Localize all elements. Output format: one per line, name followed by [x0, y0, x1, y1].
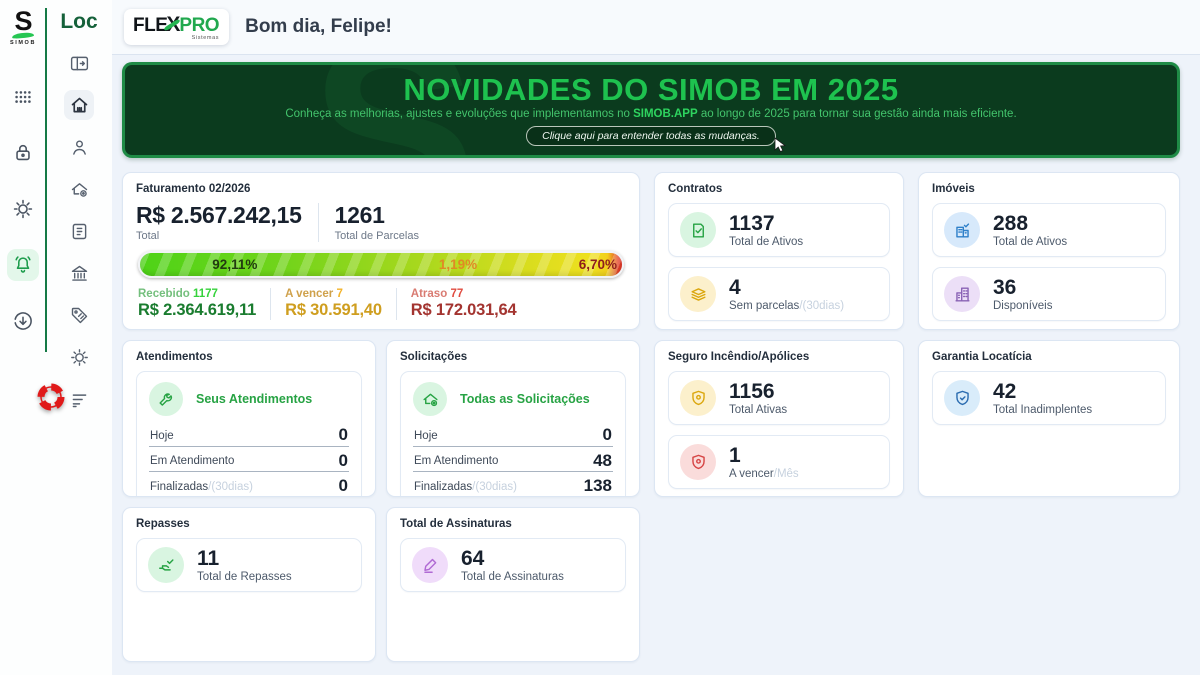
- assinaturas-tile[interactable]: 64 Total de Assinaturas: [400, 538, 626, 593]
- atendimentos-row-finalizadas: Finalizadas/(30dias) 0: [149, 475, 349, 496]
- primary-sidebar: S SIMOB: [0, 0, 47, 675]
- hand-check-icon: [148, 547, 184, 584]
- shield-lock-icon: [944, 380, 980, 417]
- imoveis-card: Imóveis 288 Total de Ativos 36 Disponíveis: [918, 172, 1180, 330]
- assinaturas-card: Total de Assinaturas 64 Total de Assinatu…: [386, 507, 640, 662]
- repasses-tile[interactable]: 11 Total de Repasses: [136, 538, 362, 593]
- flexpro-logo-sub: Sistemas: [191, 35, 220, 42]
- apps-grid-icon[interactable]: [7, 81, 39, 113]
- progress-late-pct: 6,70%: [578, 256, 617, 272]
- home-gear-icon: [413, 382, 447, 416]
- imoveis-disponiveis-tile[interactable]: 36 Disponíveis: [932, 267, 1166, 322]
- banner-title: NOVIDADES DO SIMOB EM 2025: [403, 72, 899, 107]
- wrench-icon: [149, 382, 183, 416]
- faturamento-total-value: R$ 2.567.242,15: [136, 202, 302, 228]
- shield-alert-icon: [680, 444, 716, 481]
- signature-pen-icon: [412, 547, 448, 584]
- seguro-ativas-tile[interactable]: 1156 Total Ativas: [668, 371, 890, 426]
- flexpro-logo-x: X: [166, 13, 181, 37]
- banknote-stack-icon: [680, 276, 716, 313]
- atendimentos-card: Atendimentos Seus Atendimentos Hoje 0: [122, 340, 376, 497]
- lock-icon[interactable]: [7, 137, 39, 169]
- module-title: Loc: [60, 10, 98, 33]
- settings-gear-icon[interactable]: [7, 193, 39, 225]
- contratos-sem-parcelas-tile[interactable]: 4 Sem parcelas/(30dias): [668, 267, 890, 322]
- panel-collapse-icon[interactable]: [64, 48, 94, 78]
- garantia-card: Garantia Locatícia 42 Total Inadimplentes: [918, 340, 1180, 497]
- greeting-text: Bom dia, Felipe!: [245, 16, 392, 37]
- solicitacoes-row-em-atendimento: Em Atendimento 48: [413, 450, 613, 473]
- seguro-title: Seguro Incêndio/Apólices: [668, 351, 810, 363]
- shield-icon: [680, 380, 716, 417]
- garantia-title: Garantia Locatícia: [932, 351, 1032, 363]
- tag-icon[interactable]: [64, 300, 94, 330]
- simob-logo-name: SIMOB: [9, 40, 37, 46]
- support-lifebuoy-icon[interactable]: [36, 382, 66, 412]
- stat-a-vencer: A vencer 7 R$ 30.591,40: [270, 288, 396, 321]
- news-banner[interactable]: S NOVIDADES DO SIMOB EM 2025 Conheça as …: [122, 62, 1180, 158]
- contratos-title: Contratos: [668, 183, 723, 195]
- progress-due-pct: 1,19%: [438, 256, 478, 272]
- flexpro-logo-fle: FLE: [133, 15, 168, 37]
- atendimentos-row-em-atendimento: Em Atendimento 0: [149, 450, 349, 473]
- banner-subtitle: Conheça as melhorias, ajustes e evoluçõe…: [285, 108, 1017, 120]
- module-settings-icon[interactable]: [64, 342, 94, 372]
- atendimentos-row-hoje: Hoje 0: [149, 424, 349, 447]
- repasses-title: Repasses: [136, 518, 190, 530]
- cards-grid: Faturamento 02/2026 R$ 2.567.242,15 Tota…: [122, 172, 1180, 662]
- seus-atendimentos-link[interactable]: Seus Atendimentos: [149, 382, 349, 416]
- person-icon[interactable]: [64, 132, 94, 162]
- faturamento-card: Faturamento 02/2026 R$ 2.567.242,15 Tota…: [122, 172, 640, 330]
- home-gear-icon[interactable]: [64, 174, 94, 204]
- progress-received-pct: 92,11%: [212, 256, 258, 272]
- solicitacoes-row-finalizadas: Finalizadas/(30dias) 138: [413, 475, 613, 496]
- simob-logo-letter: S: [14, 6, 32, 36]
- assinaturas-title: Total de Assinaturas: [400, 518, 512, 530]
- building-check-icon: [944, 212, 980, 249]
- top-header: FLE X PRO Sistemas Bom dia, Felipe!: [112, 0, 1200, 55]
- solicitacoes-card: Solicitações Todas as Solicitações Hoje …: [386, 340, 640, 497]
- notifications-bell-icon[interactable]: [7, 248, 39, 281]
- building-icon: [944, 276, 980, 313]
- module-sidebar: Loc: [46, 0, 112, 675]
- faturamento-total-label: Total: [136, 230, 160, 243]
- imoveis-ativos-tile[interactable]: 288 Total de Ativos: [932, 203, 1166, 258]
- seguro-card: Seguro Incêndio/Apólices 1156 Total Ativa…: [654, 340, 904, 497]
- faturamento-parcelas-label: Total de Parcelas: [334, 230, 419, 243]
- garantia-inadimplentes-tile[interactable]: 42 Total Inadimplentes: [932, 371, 1166, 426]
- banner-cta-button[interactable]: Clique aqui para entender todas as mudan…: [526, 126, 776, 146]
- contratos-card: Contratos 1137 Total de Ativos 4 Sem parce…: [654, 172, 904, 330]
- ledger-icon[interactable]: [64, 216, 94, 246]
- cursor-arrow-icon: [774, 137, 786, 153]
- solicitacoes-title: Solicitações: [400, 351, 468, 363]
- solicitacoes-row-hoje: Hoje 0: [413, 424, 613, 447]
- faturamento-parcelas-value: 1261: [334, 202, 385, 228]
- repasses-card: Repasses 11 Total de Repasses: [122, 507, 376, 662]
- bank-icon[interactable]: [64, 258, 94, 288]
- download-icon[interactable]: [7, 305, 39, 337]
- billing-progress-bar[interactable]: 92,11% 1,19% 6,70%: [138, 251, 624, 279]
- dashboard-content: S NOVIDADES DO SIMOB EM 2025 Conheça as …: [112, 55, 1200, 675]
- stat-recebido: Recebido 1177 R$ 2.364.619,11: [138, 288, 257, 320]
- atendimentos-title: Atendimentos: [136, 351, 213, 363]
- home-icon[interactable]: [64, 90, 94, 120]
- faturamento-title: Faturamento 02/2026: [136, 183, 251, 195]
- stat-atraso: Atraso 77 R$ 172.031,64: [395, 288, 531, 321]
- simob-logo[interactable]: S SIMOB: [10, 8, 36, 47]
- flexpro-logo: FLE X PRO Sistemas: [124, 9, 230, 45]
- todas-solicitacoes-link[interactable]: Todas as Solicitações: [413, 382, 613, 416]
- list-icon[interactable]: [64, 384, 94, 414]
- imoveis-title: Imóveis: [932, 183, 975, 195]
- flexpro-logo-pro: PRO: [179, 15, 220, 37]
- document-check-icon: [680, 212, 716, 249]
- contratos-ativos-tile[interactable]: 1137 Total de Ativos: [668, 203, 890, 258]
